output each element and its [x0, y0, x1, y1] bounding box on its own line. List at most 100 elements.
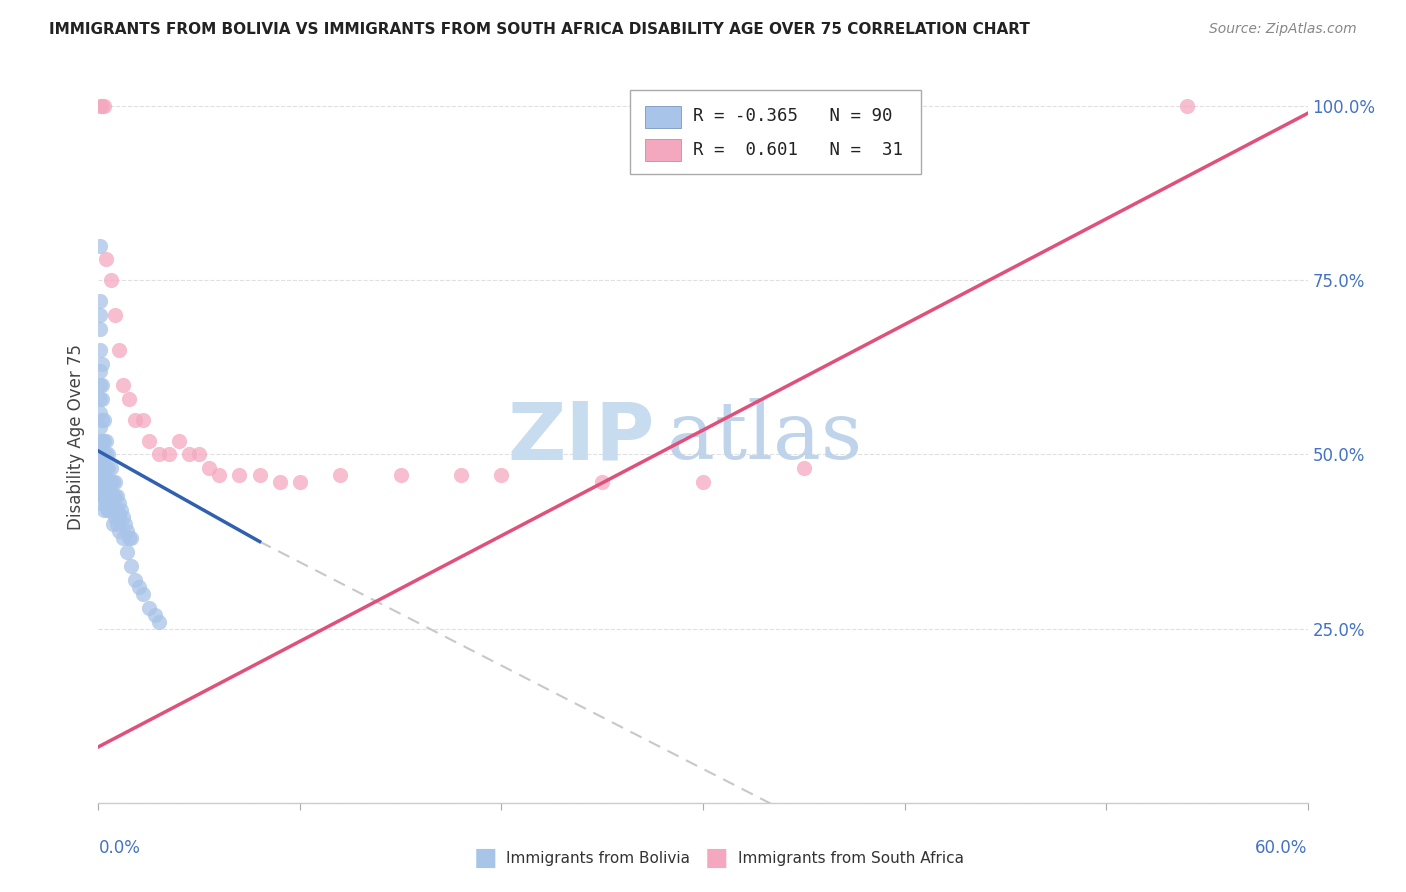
Point — [105, 517, 128, 532]
Point — [93, 503, 115, 517]
Point — [89, 322, 111, 336]
Point — [115, 524, 138, 538]
Point — [111, 531, 134, 545]
Point — [89, 496, 111, 510]
Point — [93, 475, 115, 490]
Point — [148, 448, 170, 462]
Point — [167, 434, 190, 448]
Point — [96, 496, 118, 510]
Point — [96, 434, 118, 448]
Point — [107, 510, 129, 524]
Point — [89, 377, 111, 392]
Text: R =  0.601   N =  31: R = 0.601 N = 31 — [693, 141, 903, 159]
Point — [89, 419, 111, 434]
Point — [96, 461, 118, 475]
Point — [100, 489, 122, 503]
Point — [89, 448, 111, 462]
Point — [96, 252, 118, 267]
Point — [100, 475, 122, 490]
Point — [89, 99, 111, 113]
Point — [103, 510, 125, 524]
Point — [100, 461, 122, 475]
Point — [89, 308, 111, 322]
Point — [105, 489, 128, 503]
Point — [105, 503, 128, 517]
Point — [124, 412, 146, 426]
Point — [96, 448, 118, 462]
Point — [91, 468, 114, 483]
Point — [110, 503, 132, 517]
Point — [118, 531, 141, 545]
Point — [107, 496, 129, 510]
Point — [97, 496, 120, 510]
Point — [389, 468, 412, 483]
Point — [89, 238, 111, 252]
Text: IMMIGRANTS FROM BOLIVIA VS IMMIGRANTS FROM SOUTH AFRICA DISABILITY AGE OVER 75 C: IMMIGRANTS FROM BOLIVIA VS IMMIGRANTS FR… — [49, 22, 1031, 37]
Point — [179, 448, 201, 462]
Point — [143, 607, 166, 622]
Point — [120, 531, 142, 545]
Point — [100, 273, 122, 287]
Point — [91, 99, 114, 113]
Point — [93, 489, 115, 503]
Point — [591, 475, 613, 490]
Text: R = -0.365   N = 90: R = -0.365 N = 90 — [693, 107, 893, 125]
Point — [96, 489, 118, 503]
Point — [96, 489, 118, 503]
Text: ■: ■ — [706, 847, 728, 870]
Point — [188, 448, 211, 462]
Point — [89, 364, 111, 378]
Point — [107, 524, 129, 538]
Point — [89, 434, 111, 448]
Point — [91, 412, 114, 426]
Point — [101, 517, 124, 532]
Point — [93, 475, 115, 490]
Point — [138, 600, 160, 615]
Point — [93, 489, 115, 503]
Point — [107, 343, 129, 357]
Text: 60.0%: 60.0% — [1256, 839, 1308, 857]
Text: 0.0%: 0.0% — [98, 839, 141, 857]
Point — [97, 503, 120, 517]
Point — [228, 468, 250, 483]
Point — [96, 483, 118, 497]
Text: ZIP: ZIP — [508, 398, 655, 476]
Point — [148, 615, 170, 629]
Point — [208, 468, 231, 483]
Point — [89, 454, 111, 468]
Point — [491, 468, 513, 483]
Point — [101, 503, 124, 517]
Point — [91, 483, 114, 497]
Point — [124, 573, 146, 587]
Text: Source: ZipAtlas.com: Source: ZipAtlas.com — [1209, 22, 1357, 37]
Point — [96, 475, 118, 490]
Point — [91, 357, 114, 371]
Point — [100, 496, 122, 510]
Point — [288, 475, 311, 490]
Point — [91, 448, 114, 462]
Text: ■: ■ — [474, 847, 496, 870]
Y-axis label: Disability Age Over 75: Disability Age Over 75 — [66, 344, 84, 530]
Point — [114, 517, 136, 532]
Point — [89, 483, 111, 497]
Point — [97, 489, 120, 503]
Point — [111, 377, 134, 392]
Point — [91, 475, 114, 490]
Point — [120, 558, 142, 573]
Point — [329, 468, 352, 483]
Point — [93, 99, 115, 113]
Point — [450, 468, 472, 483]
Point — [91, 377, 114, 392]
Point — [157, 448, 180, 462]
Point — [103, 475, 125, 490]
Text: Immigrants from South Africa: Immigrants from South Africa — [738, 851, 965, 865]
Point — [132, 412, 155, 426]
Point — [91, 392, 114, 406]
Point — [91, 489, 114, 503]
Point — [115, 545, 138, 559]
Point — [93, 475, 115, 490]
Bar — [645, 139, 682, 161]
Point — [1175, 99, 1198, 113]
Point — [111, 510, 134, 524]
Point — [93, 448, 115, 462]
